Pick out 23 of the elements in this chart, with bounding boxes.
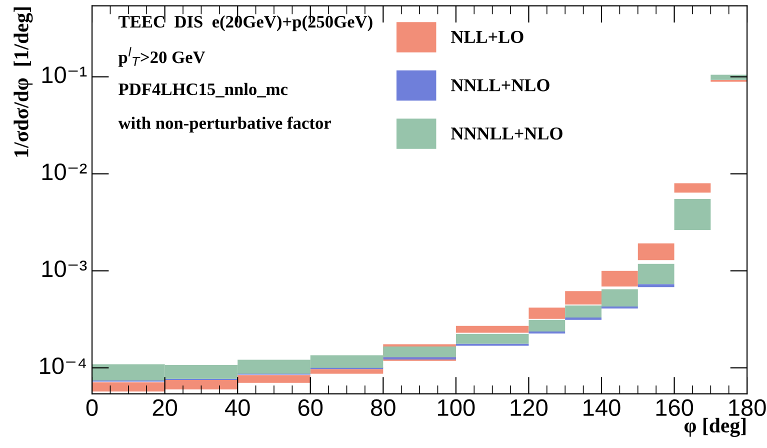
legend-label: NLL+LO — [451, 30, 524, 44]
x-tick-label: 140 — [584, 399, 620, 416]
annotation: TEEC DIS e(20GeV)+p(250GeV) — [118, 15, 372, 32]
legend-label: NNNLL+NLO — [451, 127, 562, 140]
x-tick-label: 160 — [656, 399, 694, 416]
x-tick-label: 180 — [729, 399, 766, 416]
y-tick-label: 10⁻³ — [42, 260, 87, 278]
x-tick-label: 60 — [298, 399, 323, 416]
legend-label: NNLL+NLO — [451, 79, 550, 92]
x-tick-label: 0 — [86, 399, 98, 416]
x-tick-label: 120 — [510, 399, 548, 416]
y-axis-title: 1/σdσ/dφ [1/deg] — [14, 7, 33, 157]
x-tick-label: 100 — [438, 399, 475, 416]
x-axis-title: φ [deg] — [684, 418, 746, 437]
annotation: with non-perturbative factor — [118, 116, 331, 133]
x-tick-label: 40 — [225, 399, 250, 416]
x-tick-label: 20 — [152, 399, 178, 416]
x-tick-label: 80 — [371, 399, 396, 416]
y-tick-label: 10⁻¹ — [42, 66, 87, 84]
y-tick-label: 10⁻⁴ — [40, 357, 86, 374]
annotation: p$^{l}$$_{T}$>20 GeV — [118, 47, 206, 67]
annotation: PDF4LHC15_nnlo_mc — [118, 82, 288, 98]
y-tick-label: 10⁻² — [42, 163, 87, 180]
